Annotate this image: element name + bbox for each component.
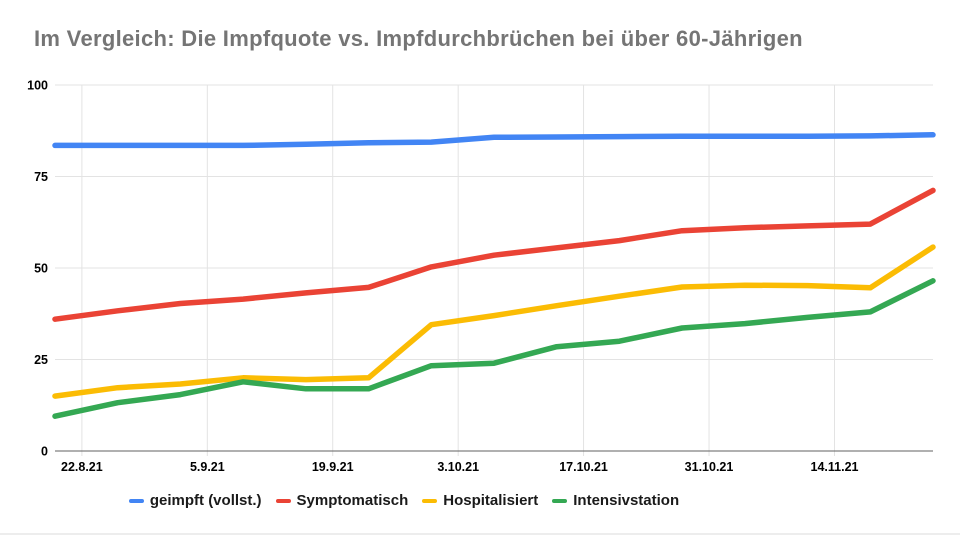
series-line-geimpft-vollst bbox=[52, 132, 936, 149]
legend-item-hospitalisiert: Hospitalisiert bbox=[422, 492, 538, 509]
legend-item-geimpft: geimpft (vollst.) bbox=[128, 492, 262, 509]
x-tick-label-22-8-21: 22.8.21 bbox=[61, 460, 103, 474]
x-tick-label-14-11-21: 14.11.21 bbox=[811, 460, 859, 474]
legend-label-hospitalisiert: Hospitalisiert bbox=[443, 492, 539, 509]
x-tick-label-31-10-21: 31.10.21 bbox=[685, 460, 734, 474]
series-line-hospitalisiert bbox=[52, 244, 936, 399]
legend-marker-hospitalisiert-icon bbox=[422, 498, 438, 503]
legend-item-symptomatisch: Symptomatisch bbox=[275, 492, 409, 509]
legend-label-geimpft: geimpft (vollst.) bbox=[149, 492, 262, 509]
x-tick-label-5-9-21: 5.9.21 bbox=[190, 460, 225, 474]
y-tick-label-25: 25 bbox=[34, 353, 48, 367]
x-tick-label-3-10-21: 3.10.21 bbox=[437, 460, 479, 474]
chart-legend: geimpft (vollst.) Symptomatisch Hospital… bbox=[0, 492, 960, 509]
legend-item-intensivstation: Intensivstation bbox=[552, 492, 679, 509]
legend-marker-geimpft-icon bbox=[128, 498, 144, 503]
legend-marker-symptomatisch-icon bbox=[275, 498, 291, 503]
x-tick-label-19-9-21: 19.9.21 bbox=[312, 460, 354, 474]
line-chart-plot-area[interactable]: 22.8.21 5.9.21 19.9.21 3.10.21 17.10.21 31.10… bbox=[0, 0, 960, 485]
series-line-symptomatisch bbox=[52, 187, 936, 322]
y-tick-label-100: 100 bbox=[27, 79, 48, 93]
series-line-intensivstation bbox=[52, 278, 936, 419]
y-tick-label-0: 0 bbox=[41, 445, 48, 459]
y-tick-label-75: 75 bbox=[34, 170, 48, 184]
legend-label-symptomatisch: Symptomatisch bbox=[296, 492, 409, 509]
legend-label-intensivstation: Intensivstation bbox=[573, 492, 680, 509]
legend-marker-intensivstation-icon bbox=[552, 498, 568, 503]
chart-bottom-border bbox=[0, 533, 960, 535]
x-tick-label-17-10-21: 17.10.21 bbox=[559, 460, 608, 474]
y-tick-label-50: 50 bbox=[34, 262, 48, 276]
chart-title: Im Vergleich: Die Impfquote vs. Impfdurc… bbox=[34, 26, 803, 51]
